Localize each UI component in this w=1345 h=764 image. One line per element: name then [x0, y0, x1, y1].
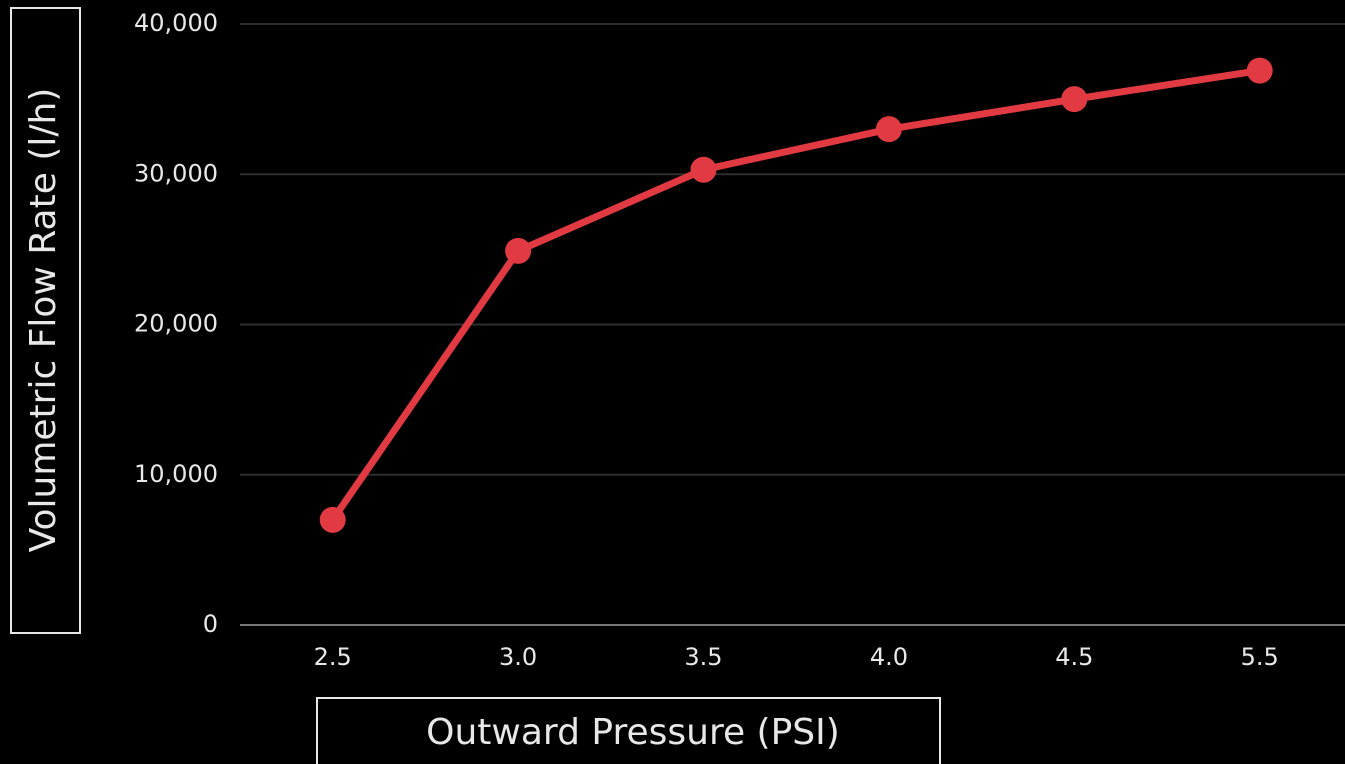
- marker: [1246, 57, 1273, 84]
- y-tick-label: 30,000: [134, 159, 218, 187]
- x-tick-label: 5.5: [1241, 643, 1279, 671]
- marker: [690, 156, 717, 183]
- y-axis-title: Volumetric Flow Rate (l/h): [23, 88, 64, 553]
- marker: [505, 237, 532, 264]
- x-axis-title: Outward Pressure (PSI): [426, 712, 840, 753]
- x-axis-title-box: [316, 697, 941, 764]
- x-tick-label: 4.5: [1055, 643, 1093, 671]
- marker: [1061, 86, 1088, 113]
- marker: [319, 506, 346, 533]
- y-tick-label: 0: [203, 610, 218, 638]
- y-tick-label: 20,000: [134, 310, 218, 338]
- y-tick-label: 40,000: [134, 9, 218, 37]
- marker: [875, 116, 902, 143]
- x-tick-label: 3.5: [684, 643, 722, 671]
- y-axis-title-box: [10, 7, 81, 634]
- x-tick-label: 4.0: [870, 643, 908, 671]
- y-tick-label: 10,000: [134, 460, 218, 488]
- line: [329, 67, 1261, 522]
- x-tick-label: 2.5: [314, 643, 352, 671]
- x-tick-label: 3.0: [499, 643, 537, 671]
